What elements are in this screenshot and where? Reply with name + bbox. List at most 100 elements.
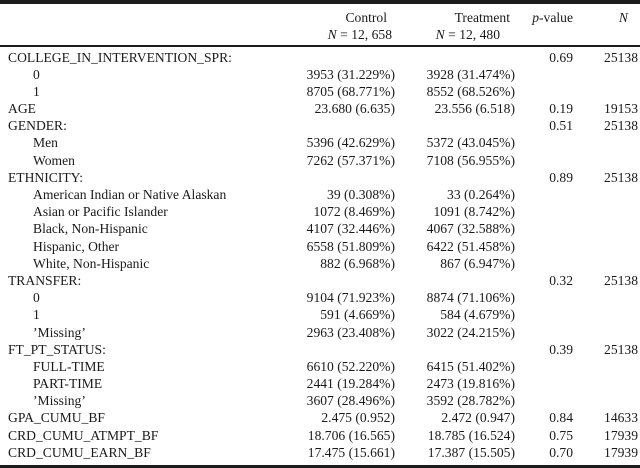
row-label: CRD_CUMU_EARN_BF: [8, 444, 151, 460]
treatment-value: 3022 (24.215%): [426, 324, 515, 340]
row-label: 1: [33, 83, 40, 99]
table-row: ETHNICITY: 0.89 25138: [0, 169, 640, 186]
treatment-value: 3592 (28.782%): [426, 393, 515, 409]
control-value: 3607 (28.496%): [306, 393, 395, 409]
table-row: GPA_CUMU_BF 2.475 (0.952) 2.472 (0.947) …: [0, 409, 640, 426]
row-label: FULL-TIME: [33, 358, 105, 374]
pvalue-value: 0.19: [549, 101, 573, 117]
table-row: 0 3953 (31.229%) 3928 (31.474%): [0, 66, 640, 83]
treatment-n: N = 12, 480: [396, 26, 515, 43]
control-value: 17.475 (15.661): [307, 444, 395, 460]
n-value: 25138: [604, 272, 638, 288]
row-label: Black, Non-Hispanic: [33, 221, 148, 237]
table-row: Black, Non-Hispanic 4107 (32.446%) 4067 …: [0, 220, 640, 237]
treatment-value: 2473 (19.816%): [426, 376, 515, 392]
table-row: 1 591 (4.669%) 584 (4.679%): [0, 306, 640, 323]
pvalue-value: 0.39: [549, 341, 573, 357]
col-header-control: Control N = 12, 658: [272, 9, 396, 43]
pvalue-value: 0.84: [549, 410, 573, 426]
n-value: 25138: [604, 49, 638, 65]
control-value: 8705 (68.771%): [306, 83, 395, 99]
control-value: 2963 (23.408%): [306, 324, 395, 340]
table-row: AGE 23.680 (6.635) 23.556 (6.518) 0.19 1…: [0, 100, 640, 117]
treatment-value: 8552 (68.526%): [426, 83, 515, 99]
table-header: Control N = 12, 658 Treatment N = 12, 48…: [0, 4, 640, 45]
treatment-value: 3928 (31.474%): [426, 66, 515, 82]
row-label: TRANSFER:: [8, 272, 82, 288]
control-value: 5396 (42.629%): [306, 135, 395, 151]
pvalue-title: p-value: [515, 9, 575, 26]
pvalue-value: 0.32: [549, 272, 573, 288]
row-label: Women: [33, 152, 75, 168]
control-value: 2441 (19.284%): [306, 376, 395, 392]
row-label: White, Non-Hispanic: [33, 255, 150, 271]
table-row: Hispanic, Other 6558 (51.809%) 6422 (51.…: [0, 238, 640, 255]
pvalue-value: 0.89: [549, 169, 573, 185]
table-row: FT_PT_STATUS: 0.39 25138: [0, 341, 640, 358]
n-value: 25138: [604, 118, 638, 134]
n-value: 25138: [604, 169, 638, 185]
control-title: Control: [345, 10, 387, 25]
treatment-value: 4067 (32.588%): [426, 221, 515, 237]
row-label: ETHNICITY:: [8, 169, 84, 185]
treatment-value: 867 (6.947%): [440, 255, 515, 271]
row-label: 1: [33, 307, 40, 323]
table-row: CRD_CUMU_ATMPT_BF 18.706 (16.565) 18.785…: [0, 427, 640, 444]
row-label: PART-TIME: [33, 376, 103, 392]
treatment-value: 584 (4.679%): [440, 307, 515, 323]
row-label: ’Missing’: [33, 324, 86, 340]
pvalue-value: 0.75: [549, 427, 573, 443]
row-label: Hispanic, Other: [33, 238, 120, 254]
table-row: 1 8705 (68.771%) 8552 (68.526%): [0, 83, 640, 100]
treatment-value: 5372 (43.045%): [426, 135, 515, 151]
control-value: 23.680 (6.635): [314, 101, 395, 117]
control-value: 1072 (8.469%): [313, 204, 395, 220]
control-value: 2.475 (0.952): [321, 410, 395, 426]
table-row: CRD_CUMU_EARN_BF 17.475 (15.661) 17.387 …: [0, 444, 640, 461]
row-label: FT_PT_STATUS:: [8, 341, 106, 357]
treatment-n-symbol: N: [435, 27, 445, 42]
table-row: FULL-TIME 6610 (52.220%) 6415 (51.402%): [0, 358, 640, 375]
table-row: ’Missing’ 3607 (28.496%) 3592 (28.782%): [0, 392, 640, 409]
n-value: 17939: [604, 444, 638, 460]
row-label: Asian or Pacific Islander: [33, 204, 168, 220]
control-value: 39 (0.308%): [327, 187, 395, 202]
table-row: COLLEGE_IN_INTERVENTION_SPR: 0.69 25138: [0, 49, 640, 66]
row-label: 0: [33, 290, 40, 306]
top-rule: [0, 0, 640, 4]
control-value: 6558 (51.809%): [306, 238, 395, 254]
control-n: N = 12, 658: [272, 26, 396, 43]
control-value: 6610 (52.220%): [306, 358, 395, 374]
treatment-value: 2.472 (0.947): [441, 410, 515, 426]
pvalue-suffix: -value: [539, 10, 573, 25]
treatment-value: 1091 (8.742%): [433, 204, 515, 220]
row-label: CRD_CUMU_ATMPT_BF: [8, 427, 159, 443]
bottom-rule: [0, 465, 640, 468]
table-row: Women 7262 (57.371%) 7108 (56.955%): [0, 152, 640, 169]
n-value: 17939: [604, 427, 638, 443]
table-row: Asian or Pacific Islander 1072 (8.469%) …: [0, 203, 640, 220]
treatment-value: 8874 (71.106%): [426, 290, 515, 306]
header-rule: [0, 45, 640, 47]
control-value: 882 (6.968%): [320, 255, 395, 271]
table-row: White, Non-Hispanic 882 (6.968%) 867 (6.…: [0, 255, 640, 272]
table-row: GENDER: 0.51 25138: [0, 117, 640, 134]
col-header-treatment: Treatment N = 12, 480: [396, 9, 515, 43]
table-row: ’Missing’ 2963 (23.408%) 3022 (24.215%): [0, 324, 640, 341]
treatment-value: 6415 (51.402%): [426, 358, 515, 374]
pvalue-value: 0.69: [549, 49, 573, 65]
table-row: American Indian or Native Alaskan 39 (0.…: [0, 186, 640, 203]
treatment-value: 17.387 (15.505): [427, 444, 515, 460]
col-header-pvalue: p-value: [515, 9, 575, 43]
treatment-value: 18.785 (16.524): [427, 427, 515, 443]
row-label: GENDER:: [8, 118, 67, 134]
col-header-n: N: [575, 9, 640, 43]
treatment-value: 33 (0.264%): [447, 187, 515, 202]
n-value: 19153: [604, 101, 638, 117]
n-value: 14633: [604, 410, 638, 426]
pvalue-value: 0.70: [549, 444, 573, 460]
pvalue-value: 0.51: [549, 118, 573, 134]
table-row: PART-TIME 2441 (19.284%) 2473 (19.816%): [0, 375, 640, 392]
table-row: TRANSFER: 0.32 25138: [0, 272, 640, 289]
